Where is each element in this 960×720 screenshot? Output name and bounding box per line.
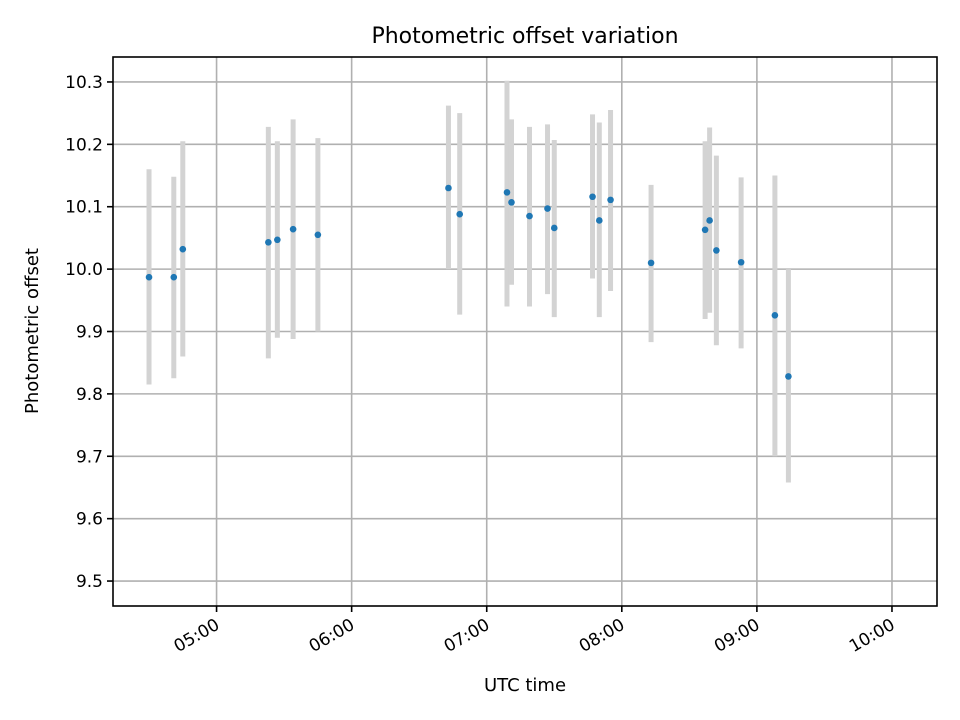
data-point [456,210,464,218]
data-point [701,226,709,234]
data-point [289,225,297,233]
data-point [179,245,187,253]
data-points [145,184,792,380]
data-point [785,373,792,380]
grid [113,57,937,606]
data-point [503,189,511,196]
data-point [526,212,533,220]
y-tick-label: 9.5 [76,572,103,592]
data-point [145,273,153,281]
data-point [274,236,281,244]
data-point [265,238,272,246]
y-tick-label: 10.1 [65,198,103,218]
y-tick-label: 9.8 [76,385,103,405]
y-tick-label: 10.3 [65,73,103,93]
data-point [713,247,720,254]
data-point [314,231,322,239]
y-axis-ticks: 9.5 9.6 9.7 9.8 9.9 10.0 10.1 10.2 10.3 [65,73,113,592]
data-point [737,258,745,266]
y-tick-label: 10.0 [65,260,103,280]
chart-title: Photometric offset variation [371,24,678,49]
data-point [771,311,779,319]
data-point [607,196,614,204]
data-point [595,217,603,224]
data-point [706,217,713,224]
data-point [445,184,452,192]
y-tick-label: 10.2 [65,135,103,155]
data-point [550,224,558,232]
y-axis-label: Photometric offset [22,248,43,414]
data-point [647,259,655,267]
data-point [170,273,178,281]
y-tick-label: 9.9 [76,323,103,343]
data-point [544,205,551,212]
x-axis-label: UTC time [484,675,566,696]
y-tick-label: 9.6 [76,510,103,530]
y-tick-label: 9.7 [76,447,103,467]
data-point [589,193,596,201]
data-point [508,199,515,206]
